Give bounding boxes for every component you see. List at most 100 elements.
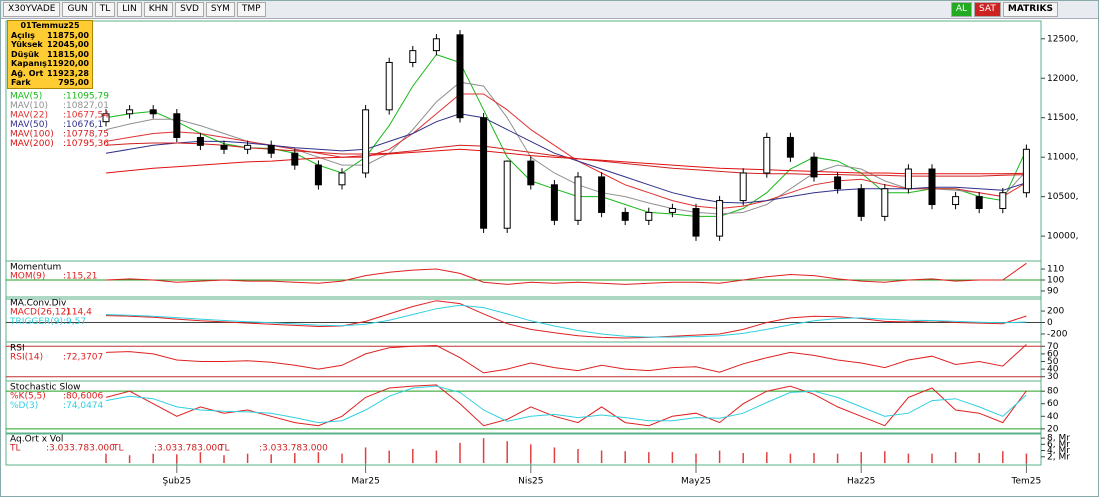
x-tick-label: Mar25: [351, 477, 379, 487]
panel-title: Aq.Ort x Vol: [10, 435, 63, 445]
button[interactable]: GUN: [62, 2, 93, 17]
legend-value: :72,3707: [63, 353, 103, 363]
button[interactable]: TL: [94, 2, 116, 17]
toolbar: X30YVADE GUN TL LIN KHN SVD SYM TMP AL S…: [1, 1, 1098, 19]
legend-name: RSI(14): [10, 353, 43, 363]
legend-text: :3.033.783.000: [46, 444, 115, 454]
candle-body: [621, 211, 629, 221]
button[interactable]: TMP: [236, 2, 266, 17]
button[interactable]: LIN: [117, 2, 142, 17]
legend-value: :10676,1: [63, 120, 103, 130]
legend-text: TL: [218, 444, 230, 454]
series-line: [105, 384, 1027, 427]
candle-body: [1022, 148, 1030, 194]
candle-body: [480, 117, 488, 229]
y-tick-label: 60: [1047, 349, 1059, 359]
candle-body: [244, 144, 252, 150]
y-tick-label: 200: [1047, 307, 1064, 317]
legend-text: :3.033.783.000: [154, 444, 223, 454]
candle-body: [668, 207, 676, 213]
info-row: Açılış 11875,00: [8, 31, 92, 41]
candle-body: [904, 168, 912, 190]
series-line: [105, 81, 1027, 215]
y-tick-label: 0: [1047, 318, 1053, 328]
legend-text: :3.033.783.000: [259, 444, 328, 454]
candle-body: [952, 196, 960, 206]
y-tick-label: 40: [1047, 365, 1059, 375]
panel-title: RSI: [10, 344, 25, 354]
candle-body: [716, 200, 724, 237]
panel-content: [6, 262, 1041, 285]
info-value: 11875,00: [46, 30, 89, 40]
x-tick-label: Haz25: [847, 477, 875, 487]
legend-name: MAV(200): [10, 139, 54, 149]
info-row: Yüksek 12045,00: [8, 40, 92, 50]
panel-title: Stochastic Slow: [10, 383, 81, 393]
panel-content: [105, 438, 1028, 463]
y-tick-label: 40: [1047, 412, 1059, 422]
legend-value: :115,21: [63, 272, 98, 282]
legend-name: %K(5,5): [10, 392, 46, 402]
y-tick-label: 6, Mr: [1047, 440, 1070, 450]
info-label: Düşük: [11, 49, 40, 59]
panel-content: [6, 300, 1041, 339]
y-tick-label: 2, Mr: [1047, 452, 1070, 462]
legend-name: MAV(10): [10, 101, 48, 111]
panel: [5, 20, 1042, 262]
candle-body: [338, 172, 346, 186]
candle-body: [881, 188, 889, 217]
button[interactable]: SYM: [205, 2, 235, 17]
x-tick-label: Şub25: [163, 477, 192, 487]
legend-value: :9,57: [63, 317, 86, 327]
button[interactable]: KHN: [143, 2, 174, 17]
legend-name: MAV(50): [10, 120, 48, 130]
series-line: [105, 300, 1027, 339]
series-line: [105, 385, 1027, 424]
series-line: [105, 142, 1027, 177]
candle-body: [385, 61, 393, 111]
candle-body: [834, 176, 842, 190]
sell-button[interactable]: SAT: [974, 2, 1001, 17]
legend-value: :11095,79: [63, 92, 109, 102]
y-tick-label: 4, Mr: [1047, 446, 1070, 456]
candle-body: [857, 188, 865, 217]
candle-body: [149, 109, 157, 115]
candle-body: [739, 172, 747, 202]
info-row: Ağ. Ort 11923,28: [8, 69, 92, 79]
legend-value: :10778,75: [63, 130, 109, 140]
legend-name: MAV(100): [10, 130, 54, 140]
candle-body: [362, 109, 370, 174]
legend-name: TRIGGER(9): [9, 317, 63, 327]
candle-body: [173, 113, 181, 138]
symbol[interactable]: X30YVADE: [3, 2, 61, 17]
info-row: Fark 795,00: [8, 78, 92, 88]
legend-value: :114,4: [63, 308, 92, 318]
y-tick-label: 8, Mr: [1047, 434, 1070, 444]
panel-title: Momentum: [10, 263, 61, 273]
legend-name: %D(3): [10, 401, 38, 411]
panel-content: [6, 384, 1041, 430]
candle-body: [456, 34, 464, 119]
button[interactable]: SVD: [175, 2, 204, 17]
series-line: [105, 304, 1027, 338]
legend-value: :10795,36: [63, 139, 109, 149]
candle-body: [574, 176, 582, 221]
legend-name: MAV(5): [10, 92, 42, 102]
panel: [5, 380, 1042, 435]
candle-body: [102, 113, 110, 123]
info-value: 11815,00: [46, 49, 89, 59]
info-label: Ağ. Ort: [11, 68, 44, 78]
panel-title: MA.Conv.Div: [10, 299, 67, 309]
info-value: 11920,00: [46, 59, 89, 68]
panel: [5, 432, 1042, 466]
candle-body: [692, 207, 700, 237]
candle-body: [291, 152, 299, 166]
series-line: [105, 148, 1027, 175]
y-tick-label: 60: [1047, 399, 1059, 409]
candle-body: [432, 38, 440, 52]
info-value: 795,00: [58, 78, 89, 87]
legend-value: :10827,01: [63, 101, 109, 111]
buy-button[interactable]: AL: [950, 2, 973, 17]
